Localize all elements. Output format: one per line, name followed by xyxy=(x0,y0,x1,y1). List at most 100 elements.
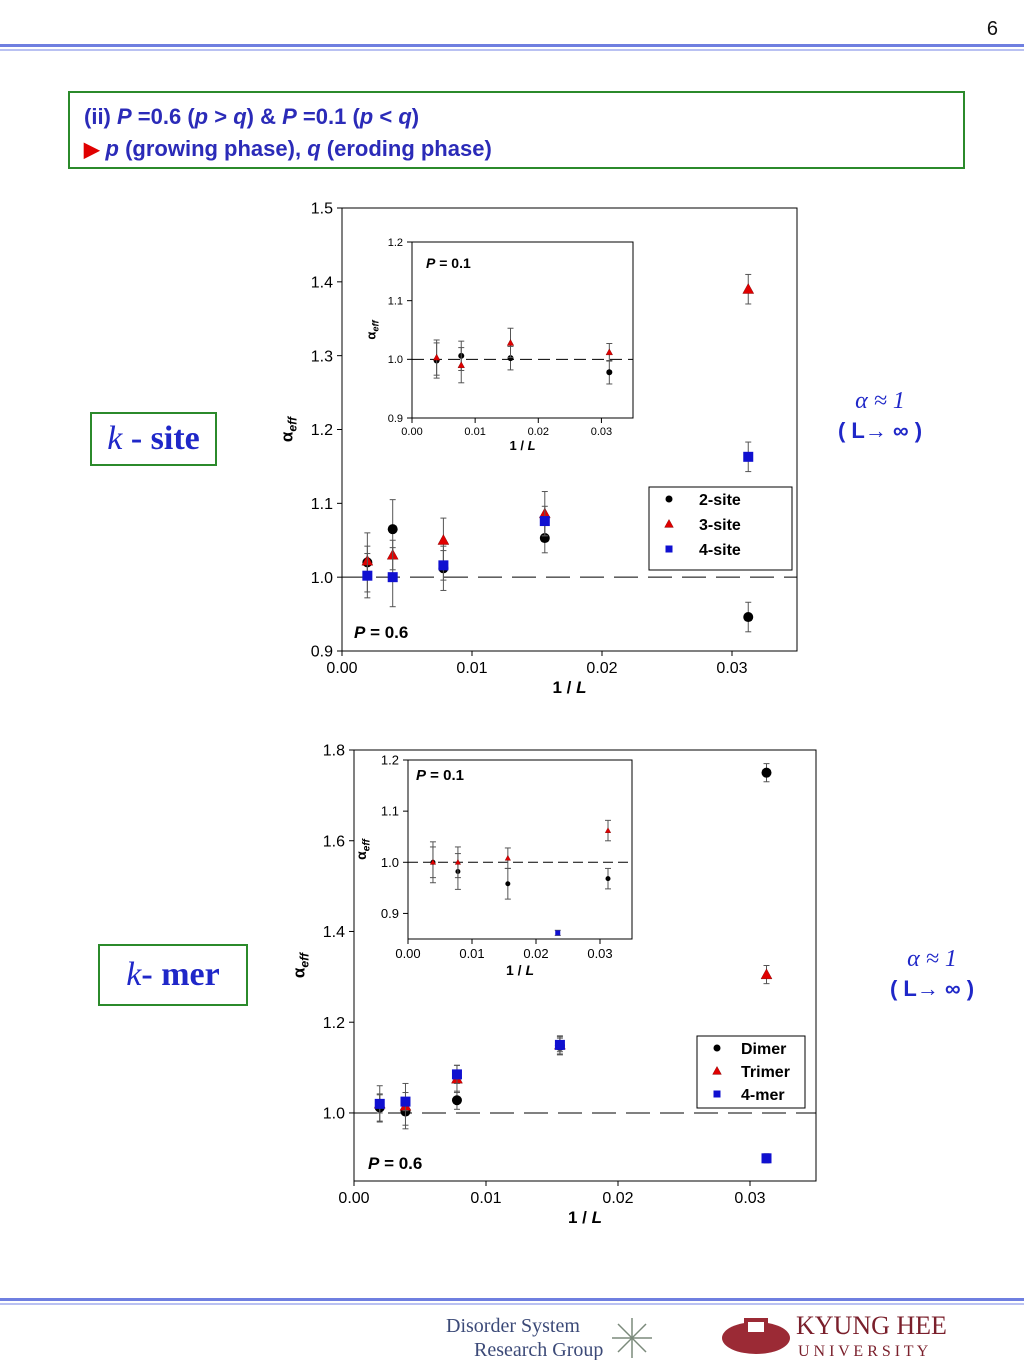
c1-inset-point-2-site xyxy=(606,369,613,376)
play-arrow-icon: ▶ xyxy=(84,139,100,161)
c1-inset-y-tick-label: 1.0 xyxy=(388,354,403,366)
c2-legend-marker xyxy=(713,1090,721,1098)
dsrg-logo: Disorder System Research Group xyxy=(444,1310,714,1361)
c2-legend-label: Dimer xyxy=(741,1041,786,1058)
c1-inset-point-3-site xyxy=(605,348,613,356)
c1-inset-y-tick-label: 1.1 xyxy=(388,296,403,308)
bottom-rule-light xyxy=(0,1303,1024,1305)
c2-x-tick-label: 0.02 xyxy=(602,1190,633,1207)
heading-line-2: ▶ p (growing phase), q (eroding phase) xyxy=(84,136,492,161)
c1-y-tick-label: 1.1 xyxy=(311,496,333,513)
c2-legend-marker xyxy=(712,1066,722,1075)
heading-line-1: (ii) P =0.6 (p > q) & P =0.1 (p < q) xyxy=(84,104,420,129)
c1-inset-plot-frame xyxy=(411,241,634,419)
c2-point-4-mer xyxy=(451,1069,462,1080)
c2-inset-x-tick-label: 0.01 xyxy=(459,946,484,961)
snowflake-icon xyxy=(612,1318,652,1358)
c2-inset-y-axis-label: αeff xyxy=(353,837,373,859)
c1-x-axis-label: 1 / L xyxy=(552,678,586,697)
c2-x-tick-label: 0.00 xyxy=(338,1190,369,1207)
c1-point-4-site xyxy=(387,572,398,583)
c1-x-tick-label: 0.02 xyxy=(586,660,617,677)
c2-inset-x-tick-label: 0.03 xyxy=(587,946,612,961)
c1-inset-y-axis-label: αeff xyxy=(363,319,380,339)
svg-text:KYUNG HEE: KYUNG HEE xyxy=(796,1311,947,1340)
top-rule xyxy=(0,44,1024,47)
c1-y-tick-label: 1.5 xyxy=(311,201,333,218)
c1-inset-point-3-site xyxy=(457,361,465,368)
c2-inset-point-dimer xyxy=(505,881,511,887)
c1-inset-point-3-site xyxy=(506,339,515,346)
c1-x-tick-label: 0.00 xyxy=(326,660,357,677)
c1-inset-point-2-site xyxy=(507,355,514,362)
c2-inset-point-trimer xyxy=(604,827,612,833)
c1-inset-annotation: P = 0.1 xyxy=(426,255,471,271)
c1-legend-marker xyxy=(664,519,674,528)
c1-inset-x-axis-label: 1 / L xyxy=(509,438,535,453)
c2-inset-y-tick-label: 1.0 xyxy=(381,855,399,870)
c1-inset-y-tick-label: 1.2 xyxy=(388,237,403,249)
c2-inset-point-dimer xyxy=(605,876,611,882)
c1-y-tick-label: 1.2 xyxy=(311,422,333,439)
c2-inset-y-tick-label: 0.9 xyxy=(381,906,399,921)
c2-legend-label: Trimer xyxy=(741,1064,790,1081)
c1-y-axis-label: αeff xyxy=(277,415,299,442)
c2-point-4-mer xyxy=(761,1153,772,1164)
svg-text:U N I V E R S I T Y: U N I V E R S I T Y xyxy=(798,1343,929,1360)
c2-point-trimer xyxy=(760,968,773,980)
c2-x-tick-label: 0.01 xyxy=(470,1190,501,1207)
c2-point-4-mer xyxy=(554,1039,565,1050)
limit-note-2: α ≈ 1 ( L→ ∞ ) xyxy=(889,946,975,1001)
c1-annotation: P = 0.6 xyxy=(354,623,408,642)
c2-inset-x-tick-label: 0.02 xyxy=(523,946,548,961)
c1-inset-x-tick-label: 0.01 xyxy=(464,426,485,438)
c1-point-4-site xyxy=(438,560,449,571)
university-seal-icon xyxy=(722,1318,790,1354)
c1-x-tick-label: 0.03 xyxy=(716,660,747,677)
c1-point-4-site xyxy=(743,451,754,462)
c2-point-4-mer xyxy=(374,1098,385,1109)
k-site-label: k - site xyxy=(90,412,217,466)
c1-point-3-site xyxy=(742,283,755,294)
c2-inset-point-trimer xyxy=(504,854,511,861)
c2-y-tick-label: 1.2 xyxy=(323,1015,345,1032)
c2-inset-x-tick-label: 0.00 xyxy=(395,946,420,961)
c1-y-tick-label: 1.4 xyxy=(311,274,333,291)
c1-point-3-site xyxy=(437,534,450,545)
c1-point-4-site xyxy=(539,516,550,527)
page-number: 6 xyxy=(986,18,998,40)
c1-inset-x-tick-label: 0.02 xyxy=(528,426,549,438)
c1-point-2-site xyxy=(743,612,754,623)
c2-point-dimer xyxy=(451,1095,462,1106)
c2-y-tick-label: 1.6 xyxy=(323,833,345,850)
c1-inset-y-tick-label: 0.9 xyxy=(388,413,403,425)
c2-y-tick-label: 1.4 xyxy=(323,924,345,941)
limit-note-1: α ≈ 1 ( L→ ∞ ) xyxy=(837,388,923,443)
c1-x-tick-label: 0.01 xyxy=(456,660,487,677)
c2-x-axis-label: 1 / L xyxy=(568,1208,602,1227)
c1-point-2-site xyxy=(387,524,398,535)
c1-legend-marker xyxy=(665,545,673,553)
c2-inset-y-tick-label: 1.2 xyxy=(381,753,399,768)
c2-legend-label: 4-mer xyxy=(741,1087,785,1104)
c2-inset-point-4-mer xyxy=(555,930,561,936)
c1-inset-x-tick-label: 0.03 xyxy=(591,426,612,438)
khu-logo: KYUNG HEE U N I V E R S I T Y xyxy=(720,1310,1024,1360)
c2-inset-x-axis-label: 1 / L xyxy=(506,962,534,978)
c2-inset-y-tick-label: 1.1 xyxy=(381,804,399,819)
bottom-rule xyxy=(0,1298,1024,1301)
c2-legend-marker xyxy=(713,1044,721,1052)
c2-inset-point-trimer xyxy=(454,859,462,865)
svg-text:Disorder System: Disorder System xyxy=(446,1315,580,1337)
svg-text:Research Group: Research Group xyxy=(474,1339,603,1360)
c2-inset-plot-frame xyxy=(407,759,633,940)
c2-inset-annotation: P = 0.1 xyxy=(416,767,464,784)
c2-point-dimer xyxy=(761,767,772,778)
c1-point-4-site xyxy=(362,570,373,581)
c1-y-tick-label: 1.3 xyxy=(311,348,333,365)
c1-legend xyxy=(648,486,793,571)
top-rule-light xyxy=(0,49,1024,51)
c2-annotation: P = 0.6 xyxy=(368,1154,422,1173)
heading-box: (ii) P =0.6 (p > q) & P =0.1 (p < q) ▶ p… xyxy=(68,91,965,169)
